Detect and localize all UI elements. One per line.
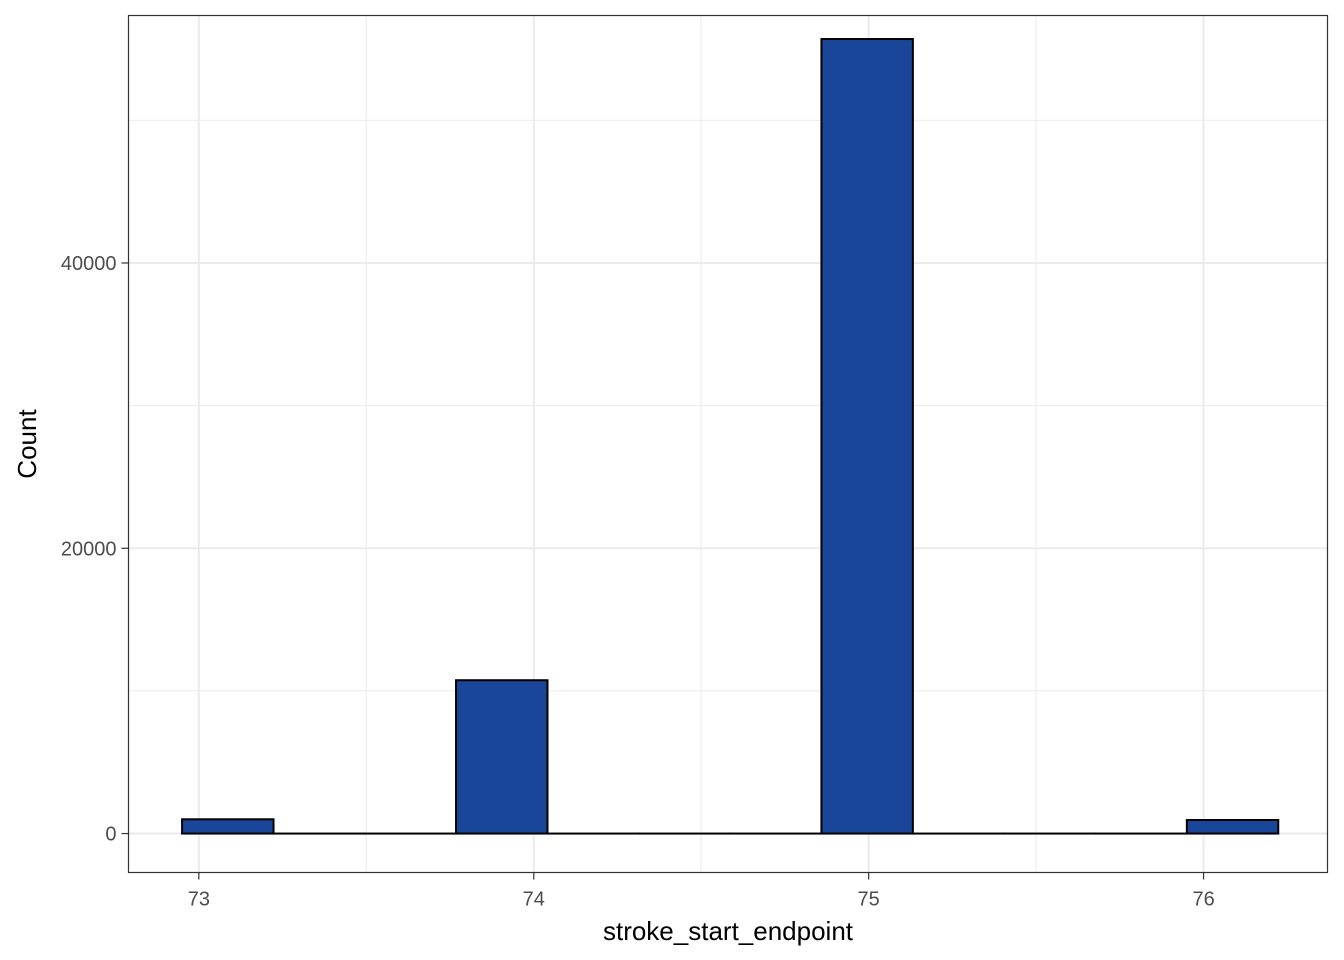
axis-ticks: 73 74 75 76 0 20000 40000 xyxy=(61,253,1215,911)
histogram-bar xyxy=(181,818,275,835)
y-axis-title: Count xyxy=(12,409,42,479)
x-tick-label: 75 xyxy=(858,889,880,911)
histogram-bars xyxy=(181,38,1280,835)
histogram-bar xyxy=(820,38,914,835)
histogram-bar xyxy=(1185,819,1280,835)
x-axis-title: stroke_start_endpoint xyxy=(603,916,854,946)
x-tick-label: 76 xyxy=(1192,889,1214,911)
y-tick-label: 0 xyxy=(105,824,116,846)
x-tick-label: 74 xyxy=(523,889,545,911)
y-tick-label: 20000 xyxy=(61,538,117,560)
panel-border xyxy=(127,14,1329,874)
y-tick-label: 40000 xyxy=(61,253,117,275)
panel-background xyxy=(128,15,1328,873)
histogram-bar xyxy=(455,679,549,835)
x-tick-label: 73 xyxy=(188,889,210,911)
